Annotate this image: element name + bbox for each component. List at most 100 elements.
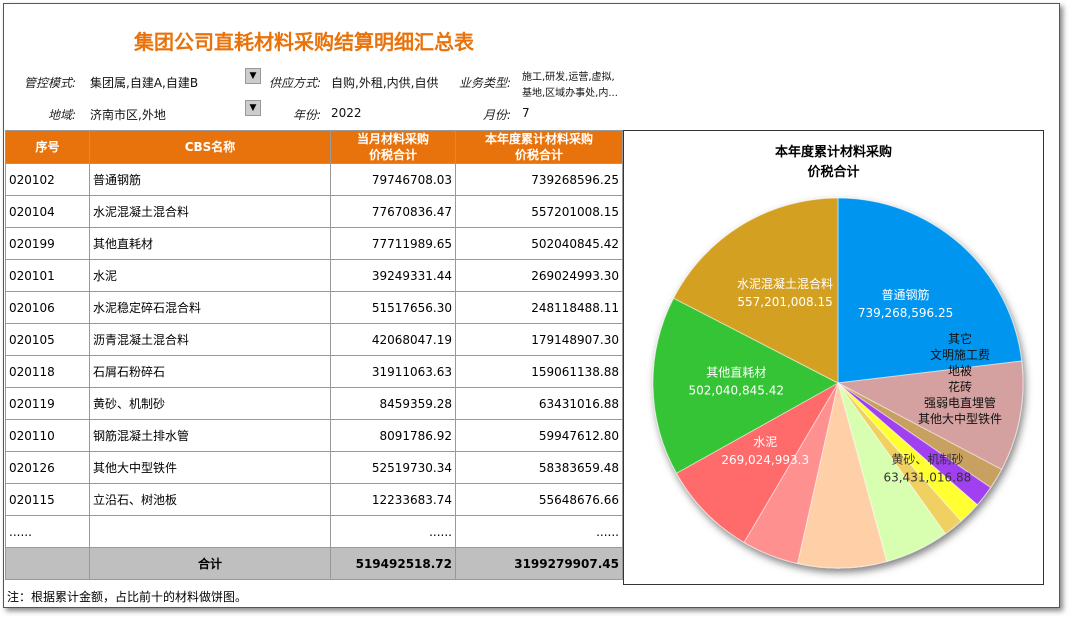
month-label: 月份: [482,108,511,122]
table-row: 020126 其他大中型铁件 52519730.34 58383659.48 [5,451,623,484]
row-year: 159061138.88 [455,355,623,388]
row-month: 42068047.19 [330,323,456,356]
year-label: 年份: [292,108,321,122]
table-row: 020115 立沿石、树池板 12233683.74 55648676.66 [5,483,623,516]
row-month: 51517656.30 [330,291,456,324]
row-year: 58383659.48 [455,451,623,484]
table-row: 020119 黄砂、机制砂 8459359.28 63431016.88 [5,387,623,420]
row-id: 020106 [5,291,90,324]
row-name: 沥青混凝土混合料 [89,323,331,356]
total-row: 合计 519492518.72 3199279907.45 [5,547,623,580]
biz-value-line1[interactable]: 施工,研发,运营,虚拟, [522,72,615,83]
pie-label-name: 普通钢筋 [882,287,930,302]
row-year: 269024993.30 [455,259,623,292]
col-header-year: 本年度累计材料采购 价税合计 [455,130,623,164]
pie-extra-label: 强弱电直埋管 [924,395,996,410]
row-name: 钢筋混凝土排水管 [89,419,331,452]
table-row: 020106 水泥稳定碎石混合料 51517656.30 248118488.11 [5,291,623,324]
row-year: 502040845.42 [455,227,623,260]
row-year: ...... [455,515,623,548]
col-header-month: 当月材料采购 价税合计 [330,130,456,164]
row-year: 557201008.15 [455,195,623,228]
table-row: .................. [5,515,623,548]
row-month: 12233683.74 [330,483,456,516]
biz-value-line2[interactable]: 基地,区域办事处,内... [522,88,618,99]
table-row: 020102 普通钢筋 79746708.03 739268596.25 [5,163,623,196]
row-id: 020102 [5,163,90,196]
row-id: 020199 [5,227,90,260]
region-value[interactable]: 济南市区,外地 [90,108,166,122]
pie-label-name: 其他直耗材 [706,366,766,380]
row-year: 63431016.88 [455,387,623,420]
pie-chart: 普通钢筋 739,268,596.25 黄砂、机制砂 63,431,016.88 水泥 2… [652,197,1024,569]
pie-label-value: 739,268,596.25 [858,306,953,320]
row-id: 020101 [5,259,90,292]
pie-slice[interactable] [672,197,839,384]
table-row: 020110 钢筋混凝土排水管 8091786.92 59947612.80 [5,419,623,452]
row-month: 77670836.47 [330,195,456,228]
row-year: 739268596.25 [455,163,623,196]
region-dropdown-icon[interactable]: ▼ [245,100,261,116]
row-month: 39249331.44 [330,259,456,292]
pie-label-value: 502,040,845.42 [689,384,784,398]
mgmt-value[interactable]: 集团属,自建A,自建B [90,76,199,90]
pie-label-name: 黄砂、机制砂 [891,453,963,467]
pie-slice[interactable] [836,360,1024,471]
pie-label-name: 水泥混凝土混合料 [737,276,833,291]
month-value[interactable]: 7 [522,106,530,120]
row-month: 8459359.28 [330,387,456,420]
pie-label-name: 水泥 [753,435,777,449]
row-month: 52519730.34 [330,451,456,484]
pie-slice[interactable] [837,197,1023,384]
pie-label-value: 269,024,993.3 [721,453,809,467]
row-id: 020110 [5,419,90,452]
supply-label: 供应方式: [268,76,321,90]
table-row: 020199 其他直耗材 77711989.65 502040845.42 [5,227,623,260]
pie-label-value: 557,201,008.15 [737,295,832,309]
pie-slice[interactable] [652,297,840,474]
mgmt-dropdown-icon[interactable]: ▼ [245,68,261,84]
col-header-name: CBS名称 [89,130,331,164]
row-id: 020105 [5,323,90,356]
row-name: 黄砂、机制砂 [89,387,331,420]
pie-extra-label: 地被 [948,364,972,378]
row-month: 31911063.63 [330,355,456,388]
supply-value[interactable]: 自购,外租,内供,自供 [331,76,439,90]
row-year: 59947612.80 [455,419,623,452]
row-name: 其他直耗材 [89,227,331,260]
row-id: 020118 [5,355,90,388]
pie-chart-panel: 本年度累计材料采购 价税合计 普通钢筋 739,268,596.25 黄砂、机制砂 6… [623,130,1044,585]
pie-extra-label: 文明施工费 [930,347,990,362]
row-month: 8091786.92 [330,419,456,452]
table-row: 020101 水泥 39249331.44 269024993.30 [5,259,623,292]
summary-table: 序号 CBS名称 当月材料采购 价税合计 本年度累计材料采购 价税合计 0201… [5,130,623,580]
total-year: 3199279907.45 [455,547,623,580]
row-name: 水泥稳定碎石混合料 [89,291,331,324]
total-id [5,547,90,580]
pie-extra-label: 其他大中型铁件 [918,411,1002,426]
row-name: 普通钢筋 [89,163,331,196]
pie-extra-label: 其它 [948,331,972,346]
total-month: 519492518.72 [330,547,456,580]
region-label: 地域: [47,108,76,122]
col-header-id: 序号 [5,130,90,164]
row-year: 248118488.11 [455,291,623,324]
row-month: 79746708.03 [330,163,456,196]
row-name [89,515,331,548]
table-row: 020104 水泥混凝土混合料 77670836.47 557201008.15 [5,195,623,228]
year-value[interactable]: 2022 [331,106,362,120]
row-id: 020126 [5,451,90,484]
row-month: 77711989.65 [330,227,456,260]
row-name: 水泥 [89,259,331,292]
total-label: 合计 [89,547,331,580]
row-id: ...... [5,515,90,548]
pie-label-value: 63,431,016.88 [883,471,971,485]
footnote: 注：根据累计金额，占比前十的材料做饼图。 [7,590,248,604]
row-name: 水泥混凝土混合料 [89,195,331,228]
pie-slice[interactable] [675,381,840,544]
report-title: 集团公司直耗材料采购结算明细汇总表 [134,30,474,54]
row-name: 立沿石、树池板 [89,483,331,516]
table-row: 020105 沥青混凝土混合料 42068047.19 179148907.30 [5,323,623,356]
row-id: 020104 [5,195,90,228]
pie-extra-label: 花砖 [948,379,972,394]
